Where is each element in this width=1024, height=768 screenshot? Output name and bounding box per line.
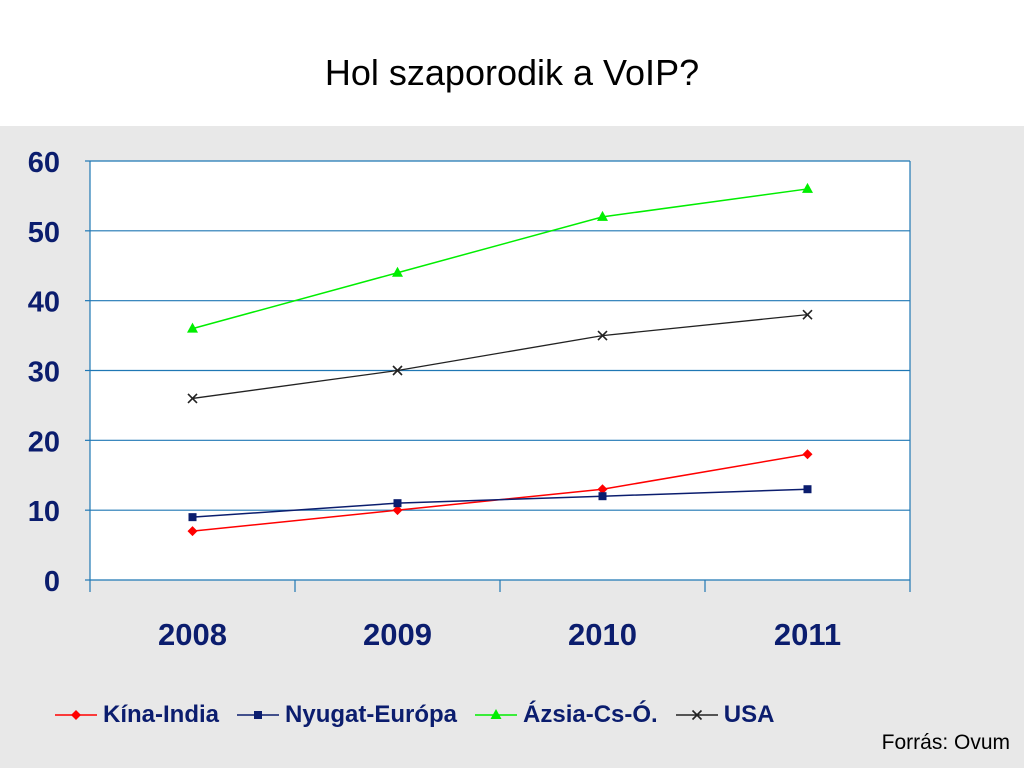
legend-label: Kína-India — [103, 701, 220, 728]
y-tick-label: 30 — [28, 357, 60, 389]
legend-swatch-marker — [71, 710, 81, 720]
legend-item: Nyugat-Európa — [237, 701, 457, 729]
legend-item: Kína-India — [55, 701, 219, 729]
data-point-series-1 — [392, 505, 403, 516]
data-point-series-3 — [392, 266, 403, 277]
y-tick-label: 10 — [28, 496, 60, 528]
series-line-3 — [192, 188, 808, 330]
legend-swatch-marker — [691, 709, 702, 721]
data-point-series-2 — [803, 485, 812, 494]
legend-swatch — [475, 709, 518, 719]
legend-item: Ázsia-Cs-Ó. — [475, 701, 658, 729]
legend-swatch — [675, 709, 718, 721]
legend-label: Nyugat-Európa — [285, 701, 458, 728]
x-tick-label: 2008 — [158, 617, 227, 652]
data-point-series-1 — [597, 484, 608, 495]
x-tick-label: 2011 — [774, 617, 841, 652]
data-point-series-2 — [188, 513, 197, 522]
data-point-series-4 — [187, 393, 198, 404]
series-line-4 — [192, 313, 808, 400]
data-point-series-4 — [802, 309, 813, 320]
data-point-series-3 — [187, 322, 198, 333]
line-chart: 0 10 20 30 40 50 60 2008 2009 2010 2011 — [28, 147, 911, 652]
y-tick-label: 60 — [28, 147, 60, 179]
source-note: Forrás: Ovum — [881, 731, 1010, 754]
data-point-series-3 — [802, 182, 813, 193]
data-point-series-3 — [597, 210, 608, 221]
data-point-series-2 — [393, 499, 402, 508]
data-point-series-1 — [802, 449, 813, 460]
y-tick-label: 20 — [28, 426, 60, 458]
x-tick-label: 2009 — [363, 617, 432, 652]
legend-swatch-marker — [254, 711, 263, 719]
legend-label: USA — [723, 701, 775, 728]
slide-title: Hol szaporodik a VoIP? — [324, 52, 700, 93]
chart-legend: Kína-India Nyugat-Európa Ázsia-Cs-Ó. USA — [55, 700, 792, 730]
legend-swatch-marker — [490, 709, 502, 719]
chart-panel: 0 10 20 30 40 50 60 2008 2009 2010 2011 — [0, 126, 1024, 768]
y-tick-label: 50 — [28, 217, 60, 249]
legend-label: Ázsia-Cs-Ó. — [523, 701, 658, 728]
y-tick-label: 0 — [44, 566, 60, 598]
data-point-series-1 — [187, 526, 198, 537]
x-tick-label: 2010 — [568, 617, 637, 652]
data-point-series-2 — [598, 492, 607, 501]
legend-swatch — [55, 710, 97, 720]
y-tick-label: 40 — [28, 287, 60, 319]
series-line-2 — [192, 488, 808, 518]
data-point-series-4 — [597, 330, 608, 341]
legend-swatch — [237, 711, 280, 719]
data-point-series-4 — [392, 365, 403, 376]
legend-item: USA — [675, 701, 775, 729]
